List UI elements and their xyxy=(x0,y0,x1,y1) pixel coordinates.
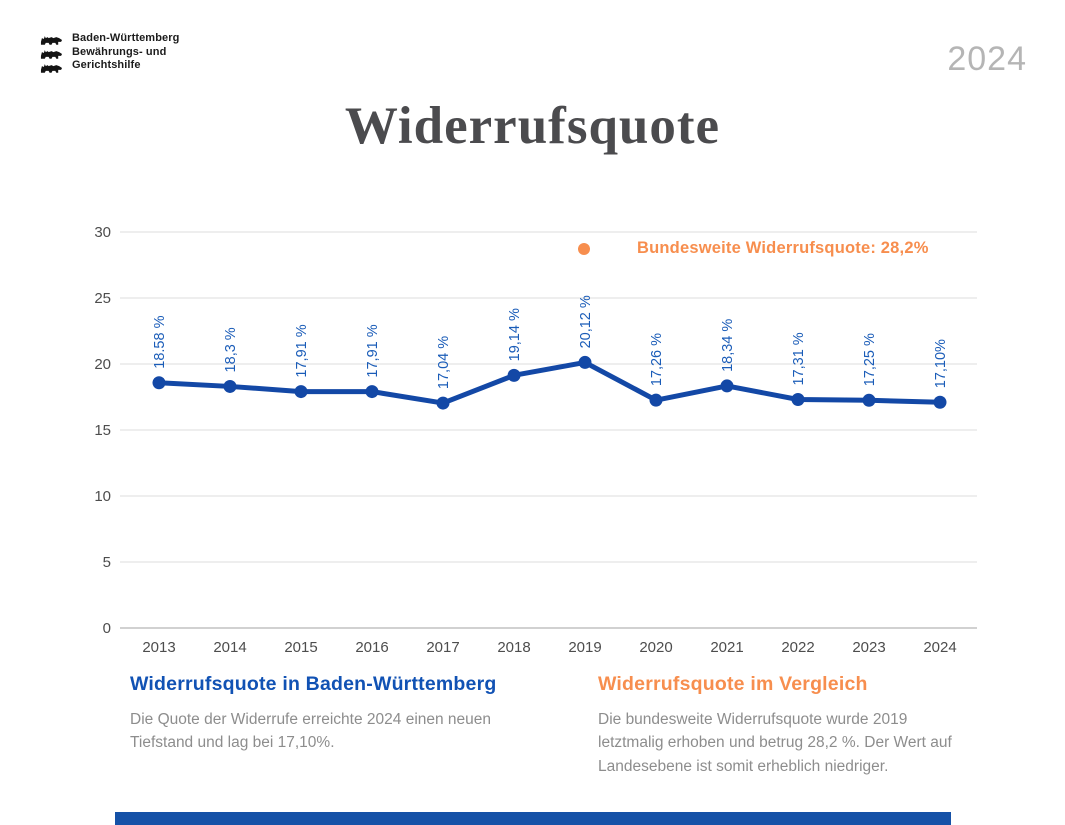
lion-icon xyxy=(40,64,63,73)
svg-text:17,04 %: 17,04 % xyxy=(436,336,452,389)
legend-label: Bundesweite Widerrufsquote: 28,2% xyxy=(637,239,929,257)
legend-dot-icon xyxy=(578,242,590,255)
svg-text:20,12 %: 20,12 % xyxy=(578,295,594,348)
svg-text:17,31 %: 17,31 % xyxy=(791,332,807,385)
svg-text:2015: 2015 xyxy=(284,639,317,655)
svg-text:2022: 2022 xyxy=(781,639,814,655)
bw-lions-icon xyxy=(40,32,63,74)
note-left-heading: Widerrufsquote in Baden-Württemberg xyxy=(130,673,497,695)
svg-text:2013: 2013 xyxy=(142,639,175,655)
bw-logo: Baden-Württemberg Bewährungs- und Gerich… xyxy=(40,32,179,74)
chart-legend: Bundesweite Widerrufsquote: 28,2% xyxy=(578,239,929,258)
chart-area: 0 5 10 15 20 25 30 2013 2014 2015 2016 2017 2018 2019… xyxy=(95,225,980,655)
logo-text: Baden-Württemberg Bewährungs- und Gerich… xyxy=(72,32,179,73)
svg-text:17,26 %: 17,26 % xyxy=(649,333,665,386)
svg-text:18,34 %: 18,34 % xyxy=(720,319,736,372)
svg-text:2019: 2019 xyxy=(568,639,601,655)
svg-text:10: 10 xyxy=(95,488,111,505)
svg-text:2018: 2018 xyxy=(497,639,530,655)
year-badge: 2024 xyxy=(947,40,1027,78)
svg-text:18.58 %: 18.58 % xyxy=(152,315,168,368)
svg-text:17,25 %: 17,25 % xyxy=(862,333,878,386)
lion-icon xyxy=(40,36,63,45)
svg-text:2020: 2020 xyxy=(639,639,672,655)
note-right-body: Die bundesweite Widerrufsquote wurde 201… xyxy=(598,711,952,775)
svg-text:30: 30 xyxy=(95,225,111,241)
svg-text:0: 0 xyxy=(103,620,111,637)
widerrufsquote-chart: 0 5 10 15 20 25 30 2013 2014 2015 2016 2017 2018 2019… xyxy=(95,225,977,655)
note-baden-wuerttemberg: Widerrufsquote in Baden-Württemberg Die … xyxy=(130,673,585,755)
svg-text:5: 5 xyxy=(103,554,111,571)
svg-text:25: 25 xyxy=(95,290,111,307)
note-left-body: Die Quote der Widerrufe erreichte 2024 e… xyxy=(130,711,492,752)
svg-text:17,10%: 17,10% xyxy=(933,339,949,388)
svg-text:2016: 2016 xyxy=(355,639,388,655)
note-vergleich: Widerrufsquote im Vergleich Die bundeswe… xyxy=(598,673,998,778)
svg-text:2017: 2017 xyxy=(426,639,459,655)
svg-text:2024: 2024 xyxy=(923,639,956,655)
lion-icon xyxy=(40,50,63,59)
svg-text:18,3 %: 18,3 % xyxy=(223,327,239,372)
logo-line-3: Gerichtshilfe xyxy=(72,59,141,71)
svg-text:20: 20 xyxy=(95,356,111,373)
logo-line-1: Baden-Württemberg xyxy=(72,32,180,44)
logo-line-2: Bewährungs- und xyxy=(72,45,167,58)
svg-text:2021: 2021 xyxy=(710,639,743,655)
svg-text:2014: 2014 xyxy=(213,639,246,655)
note-right-heading: Widerrufsquote im Vergleich xyxy=(598,673,868,695)
footer-bar xyxy=(115,812,951,825)
svg-text:17,91 %: 17,91 % xyxy=(294,324,310,377)
svg-text:19,14 %: 19,14 % xyxy=(507,308,523,361)
svg-text:17,91 %: 17,91 % xyxy=(365,324,381,377)
svg-text:15: 15 xyxy=(95,422,111,439)
svg-text:2023: 2023 xyxy=(852,639,885,655)
page-title: Widerrufsquote xyxy=(344,97,721,155)
